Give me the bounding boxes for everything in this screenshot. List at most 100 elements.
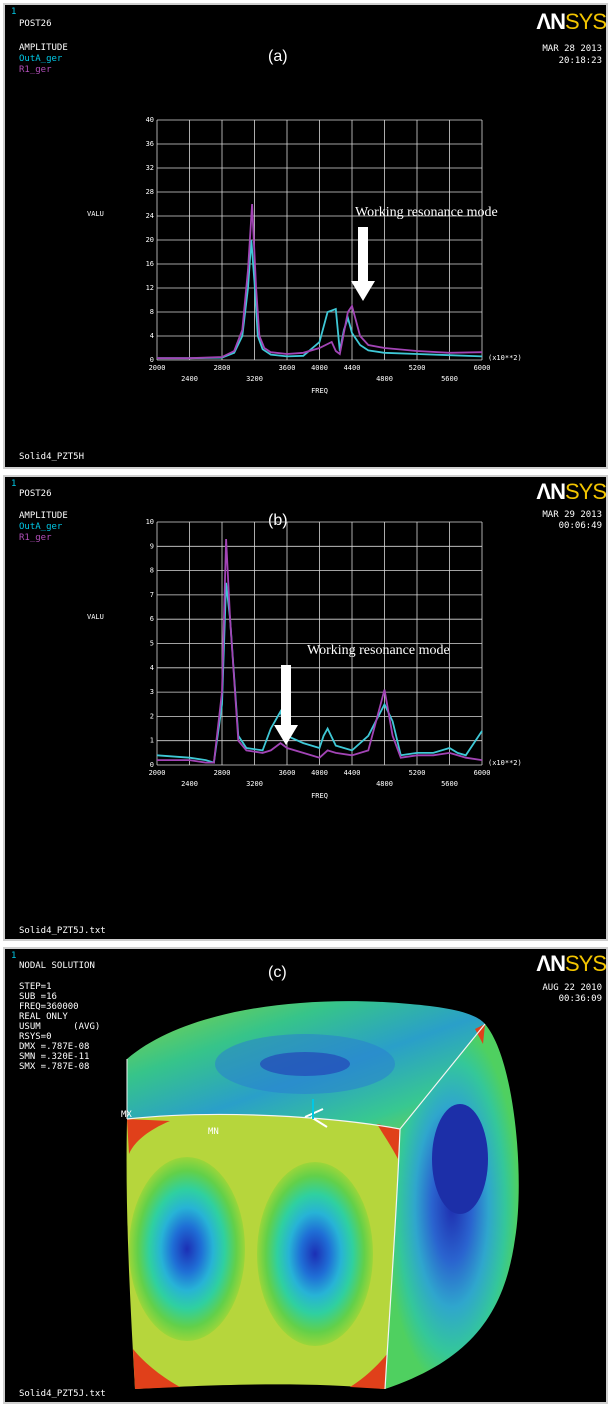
corner-hot-spot [350,1354,387,1389]
panel-tag: (c) [268,964,287,981]
arrow-shaft [358,227,368,283]
footer-filename: Solid4_PZT5J.txt [19,1389,106,1399]
y-tick-label: 40 [146,116,154,124]
y-tick-label: 5 [150,640,154,648]
right-contour-core [432,1104,488,1214]
annotation-working-mode: Working resonance mode [307,643,450,658]
y-tick-label: 7 [150,591,154,599]
x-axis-label: FREQ [311,387,328,395]
min-marker-label: MN [208,1127,219,1137]
info-line: SMX =.787E-08 [19,1062,90,1072]
fea-contour-model [126,1001,519,1390]
corner-hot-spot [127,1119,170,1154]
panel-b: 1 POST26 AMPLITUDE OutA_ger R1_ger (b) Λ… [3,475,608,941]
legend-series-2: R1_ger [19,65,52,75]
corner-hot-spot [475,1024,485,1044]
y-tick-label: 2 [150,712,154,720]
x-tick-label: 5600 [441,375,458,383]
chart-a: 0 4 8 12 16 20 24 28 32 36 40 2000 2800 3600 4000 4400 5… [87,116,522,395]
nodal-solution-header: NODAL SOLUTION [19,961,95,971]
series-line-r1_ger [157,538,483,764]
x-tick-label: 2000 [149,364,166,372]
panel-c: 1 NODAL SOLUTION (c) ΛNSYS AUG 22 2010 0… [3,947,608,1404]
date-stamp: MAR 29 2013 [542,510,602,520]
post-header: POST26 [19,19,52,29]
ansys-logo: ΛNSYS [536,951,606,977]
info-line: SUB =16 [19,992,57,1002]
x-tick-label: 4000 [311,769,328,777]
y-tick-label: 3 [150,688,154,696]
y-tick-label: 4 [150,664,154,672]
panel-a: 1 POST26 AMPLITUDE OutA_ger R1_ger (a) Λ… [3,3,608,469]
logo-part-a: ΛN [536,9,566,34]
logo-part-a: ΛN [536,951,566,976]
model-edge [384,1128,401,1390]
y-tick-label: 10 [146,518,154,526]
x-tick-label: 2400 [181,375,198,383]
y-tick-label: 8 [150,567,154,575]
logo-part-b: SYS [564,951,606,976]
x-tick-label: 6000 [474,364,491,372]
legend-series-1: OutA_ger [19,54,63,64]
y-tick-label: 8 [150,308,154,316]
y-tick-label: 0 [150,761,154,769]
y-tick-label: 20 [146,236,154,244]
model-edge [126,1023,486,1130]
y-tick-label: 0 [150,356,154,364]
front-right-contour [257,1162,373,1346]
arrow-head [274,725,298,745]
y-tick-label: 1 [150,737,154,745]
x-tick-label: 6000 [474,769,491,777]
info-line: STEP=1 [19,982,52,992]
info-line: RSYS=0 [19,1032,52,1042]
x-axis-label: FREQ [311,792,328,800]
x-tick-label: 4400 [344,769,361,777]
x-tick-label: 2800 [214,364,231,372]
y-tick-label: 9 [150,542,154,550]
info-line: REAL ONLY [19,1012,68,1022]
annotation-arrow [274,665,298,745]
x-tick-label: 3600 [279,769,296,777]
footer-filename: Solid4_PZT5H [19,452,85,462]
y-tick-label: 16 [146,260,154,268]
amplitude-label: AMPLITUDE [19,511,68,521]
x-tick-label: 4400 [344,364,361,372]
x-tick-label: 5200 [409,769,426,777]
y-axis-label: VALU [87,210,104,218]
series-line-r1_ger [157,203,483,360]
x-tick-label: 4800 [376,780,393,788]
amplitude-label: AMPLITUDE [19,43,68,53]
annotation-arrow [351,227,375,301]
ansys-logo: ΛNSYS [536,9,606,35]
info-line: SMN =.320E-11 [19,1052,90,1062]
window-number: 1 [11,951,17,961]
logo-part-b: SYS [564,479,606,504]
x-multiplier-label: (x10**2) [488,354,522,362]
arrow-head [351,281,375,301]
x-tick-label: 3600 [279,364,296,372]
date-stamp: MAR 28 2013 [542,44,602,54]
ansys-logo: ΛNSYS [536,479,606,505]
time-stamp: 00:06:49 [558,521,602,531]
info-line: DMX =.787E-08 [19,1042,90,1052]
logo-part-b: SYS [564,9,606,34]
legend-series-2: R1_ger [19,533,52,543]
window-number: 1 [11,7,17,17]
corner-hot-spot [377,1124,400,1159]
y-tick-label: 12 [146,284,154,292]
y-tick-label: 24 [146,212,154,220]
x-tick-label: 2000 [149,769,166,777]
x-tick-label: 3200 [246,375,263,383]
panel-tag: (b) [268,512,288,529]
corner-hot-spot [133,1349,180,1389]
y-tick-label: 4 [150,332,154,340]
x-tick-label: 2400 [181,780,198,788]
arrow-shaft [281,665,291,727]
x-tick-label: 5200 [409,364,426,372]
y-axis-label: VALU [87,613,104,621]
date-stamp: AUG 22 2010 [542,983,602,993]
window-number: 1 [11,479,17,489]
x-tick-label: 4000 [311,364,328,372]
legend-series-1: OutA_ger [19,522,63,532]
max-marker-label: MX [121,1110,132,1120]
